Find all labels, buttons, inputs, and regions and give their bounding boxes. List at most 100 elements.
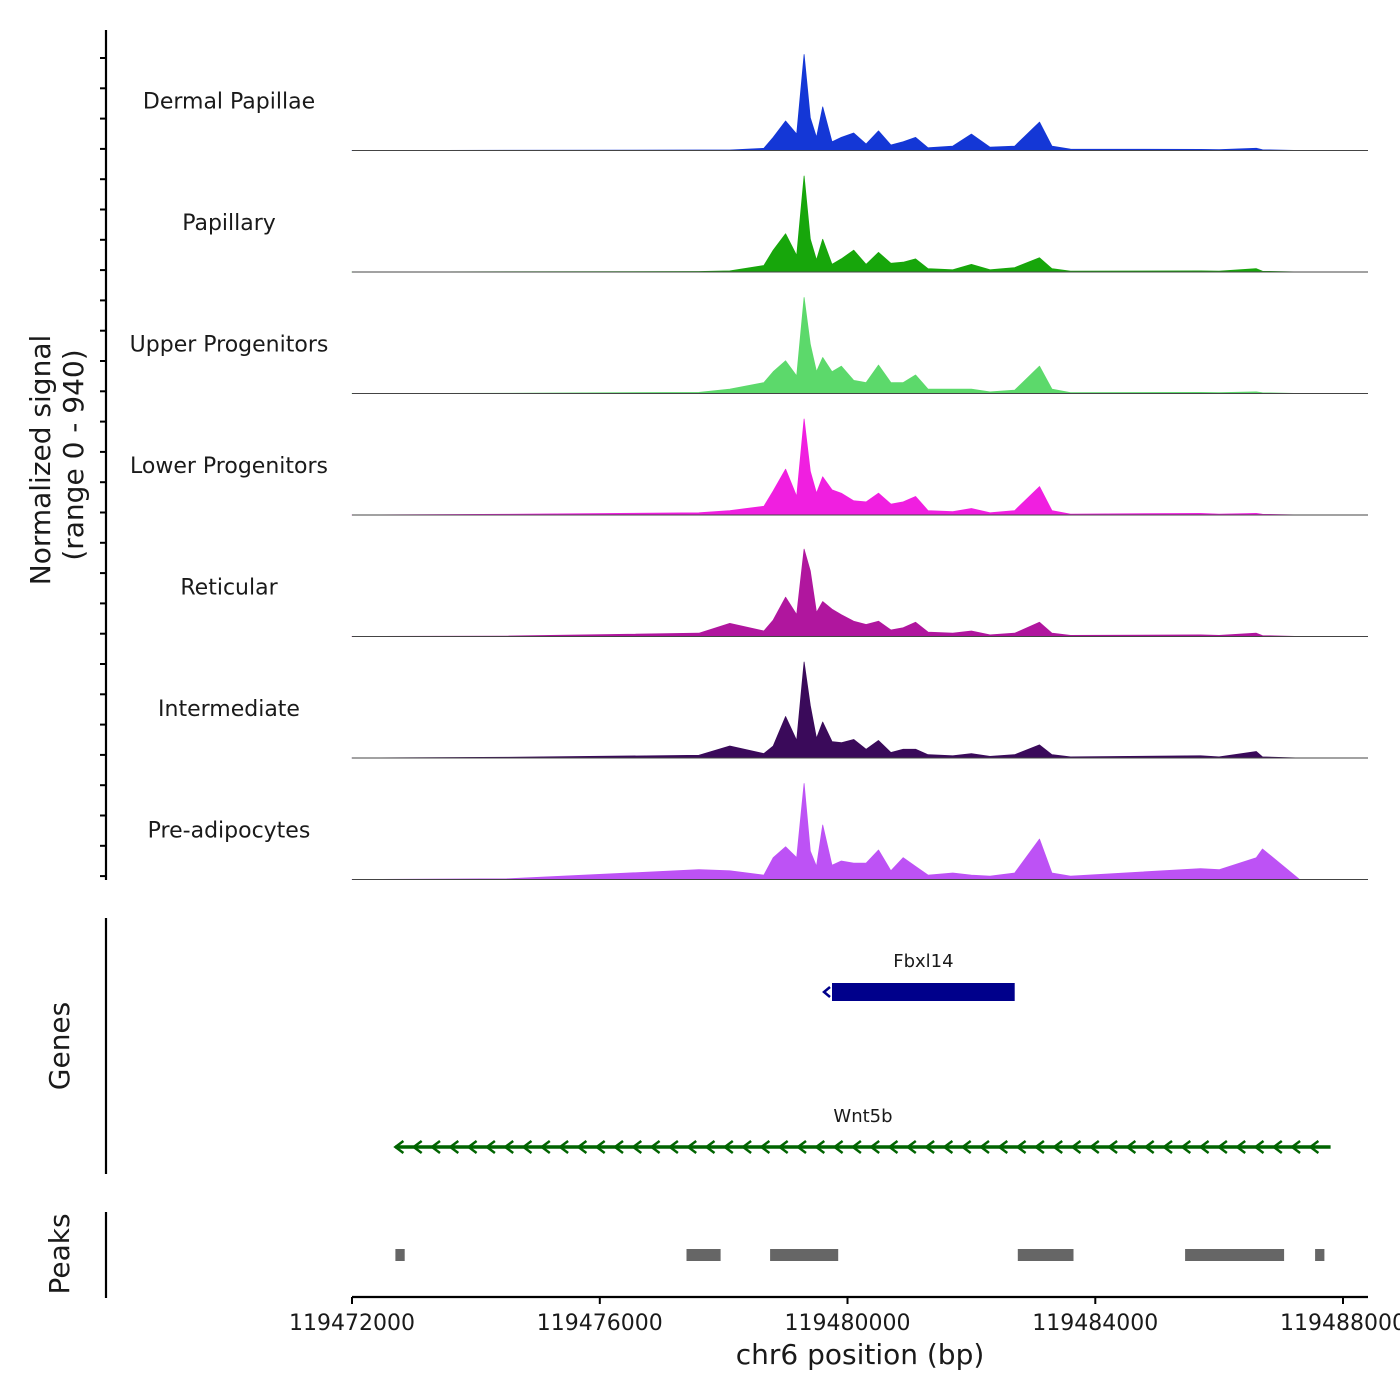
- strand-arrow: [649, 1140, 661, 1154]
- strand-arrow: [667, 1140, 679, 1154]
- strand-arrow: [1088, 1140, 1100, 1154]
- peak-region: [1231, 1249, 1285, 1261]
- strand-arrow: [822, 986, 831, 998]
- signal-area: [351, 783, 1300, 880]
- strand-arrow: [1070, 1140, 1082, 1154]
- track-label: Pre-adipocytes: [148, 819, 311, 844]
- strand-arrow: [722, 1140, 734, 1154]
- signal-area: [351, 661, 1300, 759]
- strand-arrow: [448, 1140, 460, 1154]
- strand-arrow: [960, 1140, 972, 1154]
- gene-name-label: Fbxl14: [893, 951, 953, 972]
- strand-arrow: [1015, 1140, 1027, 1154]
- x-tick-label: 119488000: [1280, 1311, 1400, 1336]
- peaks-label: Peaks: [43, 1213, 76, 1294]
- strand-arrow: [869, 1140, 880, 1154]
- y-axis-label: Normalized signal (range 0 - 940): [24, 335, 90, 586]
- strand-arrow: [558, 1140, 569, 1154]
- strand-arrow: [411, 1140, 423, 1154]
- strand-arrow: [1271, 1140, 1283, 1154]
- strand-arrow: [905, 1140, 917, 1154]
- signal-area: [351, 54, 1300, 151]
- track-lower-progenitors: Lower Progenitors: [130, 418, 1368, 516]
- strand-arrow: [832, 1140, 844, 1154]
- strand-arrow: [1253, 1140, 1265, 1154]
- strand-arrow: [1180, 1140, 1192, 1154]
- peak-region: [1017, 1249, 1074, 1261]
- track-pre-adipocytes: Pre-adipocytes: [148, 783, 1368, 880]
- y-axis-label-line2: (range 0 - 940): [57, 349, 90, 560]
- signal-area: [351, 297, 1300, 394]
- genes-label: Genes: [43, 1002, 76, 1090]
- track-papillary: Papillary: [182, 175, 1368, 273]
- track-label: Reticular: [180, 576, 278, 601]
- signal-area: [351, 548, 1300, 637]
- strand-arrow: [429, 1140, 441, 1154]
- strand-arrow: [612, 1140, 624, 1154]
- track-reticular: Reticular: [180, 548, 1368, 637]
- strand-arrow: [997, 1140, 1009, 1154]
- strand-arrow: [1143, 1140, 1155, 1154]
- strand-arrow: [1235, 1140, 1246, 1154]
- strand-arrow: [741, 1140, 752, 1154]
- track-label: Dermal Papillae: [143, 90, 315, 115]
- y-axis-label-line1: Normalized signal: [24, 335, 57, 586]
- strand-arrow: [576, 1140, 588, 1154]
- strand-arrow: [1308, 1140, 1320, 1154]
- strand-arrow: [1216, 1140, 1228, 1154]
- strand-arrow: [1198, 1140, 1210, 1154]
- gene-name-label: Wnt5b: [833, 1106, 892, 1127]
- gene-fbxl14: Fbxl14: [822, 951, 1015, 1001]
- strand-arrow: [777, 1140, 789, 1154]
- signal-area: [351, 175, 1300, 273]
- strand-arrow: [1125, 1140, 1137, 1154]
- x-axis: 119472000 119476000 119480000 119484000 1194…: [289, 1295, 1400, 1371]
- signal-tracks: Dermal Papillae Papillary Upper Progenitor…: [100, 30, 1368, 880]
- track-label: Intermediate: [158, 697, 300, 722]
- strand-arrow: [814, 1140, 826, 1154]
- strand-arrow: [942, 1140, 954, 1154]
- strand-arrow: [631, 1140, 643, 1154]
- peak-region: [1315, 1249, 1325, 1261]
- strand-arrow: [1107, 1140, 1118, 1154]
- x-axis-title: chr6 position (bp): [736, 1338, 985, 1371]
- strand-arrow: [795, 1140, 807, 1154]
- track-label: Papillary: [182, 211, 276, 236]
- strand-arrow: [539, 1140, 551, 1154]
- gene-body: [832, 983, 1015, 1001]
- strand-arrow: [1161, 1140, 1173, 1154]
- strand-arrow: [484, 1140, 496, 1154]
- strand-arrow: [704, 1140, 716, 1154]
- strand-arrow: [503, 1140, 514, 1154]
- peak-region: [1185, 1249, 1232, 1261]
- x-tick-label: 119484000: [1032, 1311, 1158, 1336]
- track-dermal-papillae: Dermal Papillae: [143, 54, 1368, 151]
- track-label: Upper Progenitors: [130, 333, 329, 358]
- strand-arrow: [759, 1140, 771, 1154]
- strand-arrow: [978, 1140, 990, 1154]
- track-upper-progenitors: Upper Progenitors: [130, 297, 1368, 394]
- genes-track: Genes Fbxl14 Wnt5b: [43, 918, 1331, 1174]
- strand-arrow: [887, 1140, 899, 1154]
- strand-arrow: [686, 1140, 697, 1154]
- signal-area: [351, 418, 1300, 516]
- peaks-track: Peaks: [43, 1212, 1325, 1298]
- strand-arrow: [1033, 1140, 1045, 1154]
- strand-arrow: [924, 1140, 935, 1154]
- x-tick-label: 119472000: [289, 1311, 415, 1336]
- strand-arrow: [521, 1140, 533, 1154]
- strand-arrow: [1052, 1140, 1063, 1154]
- strand-arrow: [850, 1140, 862, 1154]
- track-intermediate: Intermediate: [158, 661, 1368, 759]
- peak-region: [395, 1249, 405, 1261]
- x-tick-label: 119476000: [537, 1311, 663, 1336]
- strand-arrow: [1290, 1140, 1301, 1154]
- peak-region: [686, 1249, 721, 1261]
- strand-arrow: [594, 1140, 606, 1154]
- gene-wnt5b: Wnt5b: [393, 1106, 1331, 1154]
- strand-arrow: [393, 1140, 405, 1154]
- peak-region: [770, 1249, 839, 1261]
- x-tick-label: 119480000: [785, 1311, 911, 1336]
- strand-arrow: [466, 1140, 478, 1154]
